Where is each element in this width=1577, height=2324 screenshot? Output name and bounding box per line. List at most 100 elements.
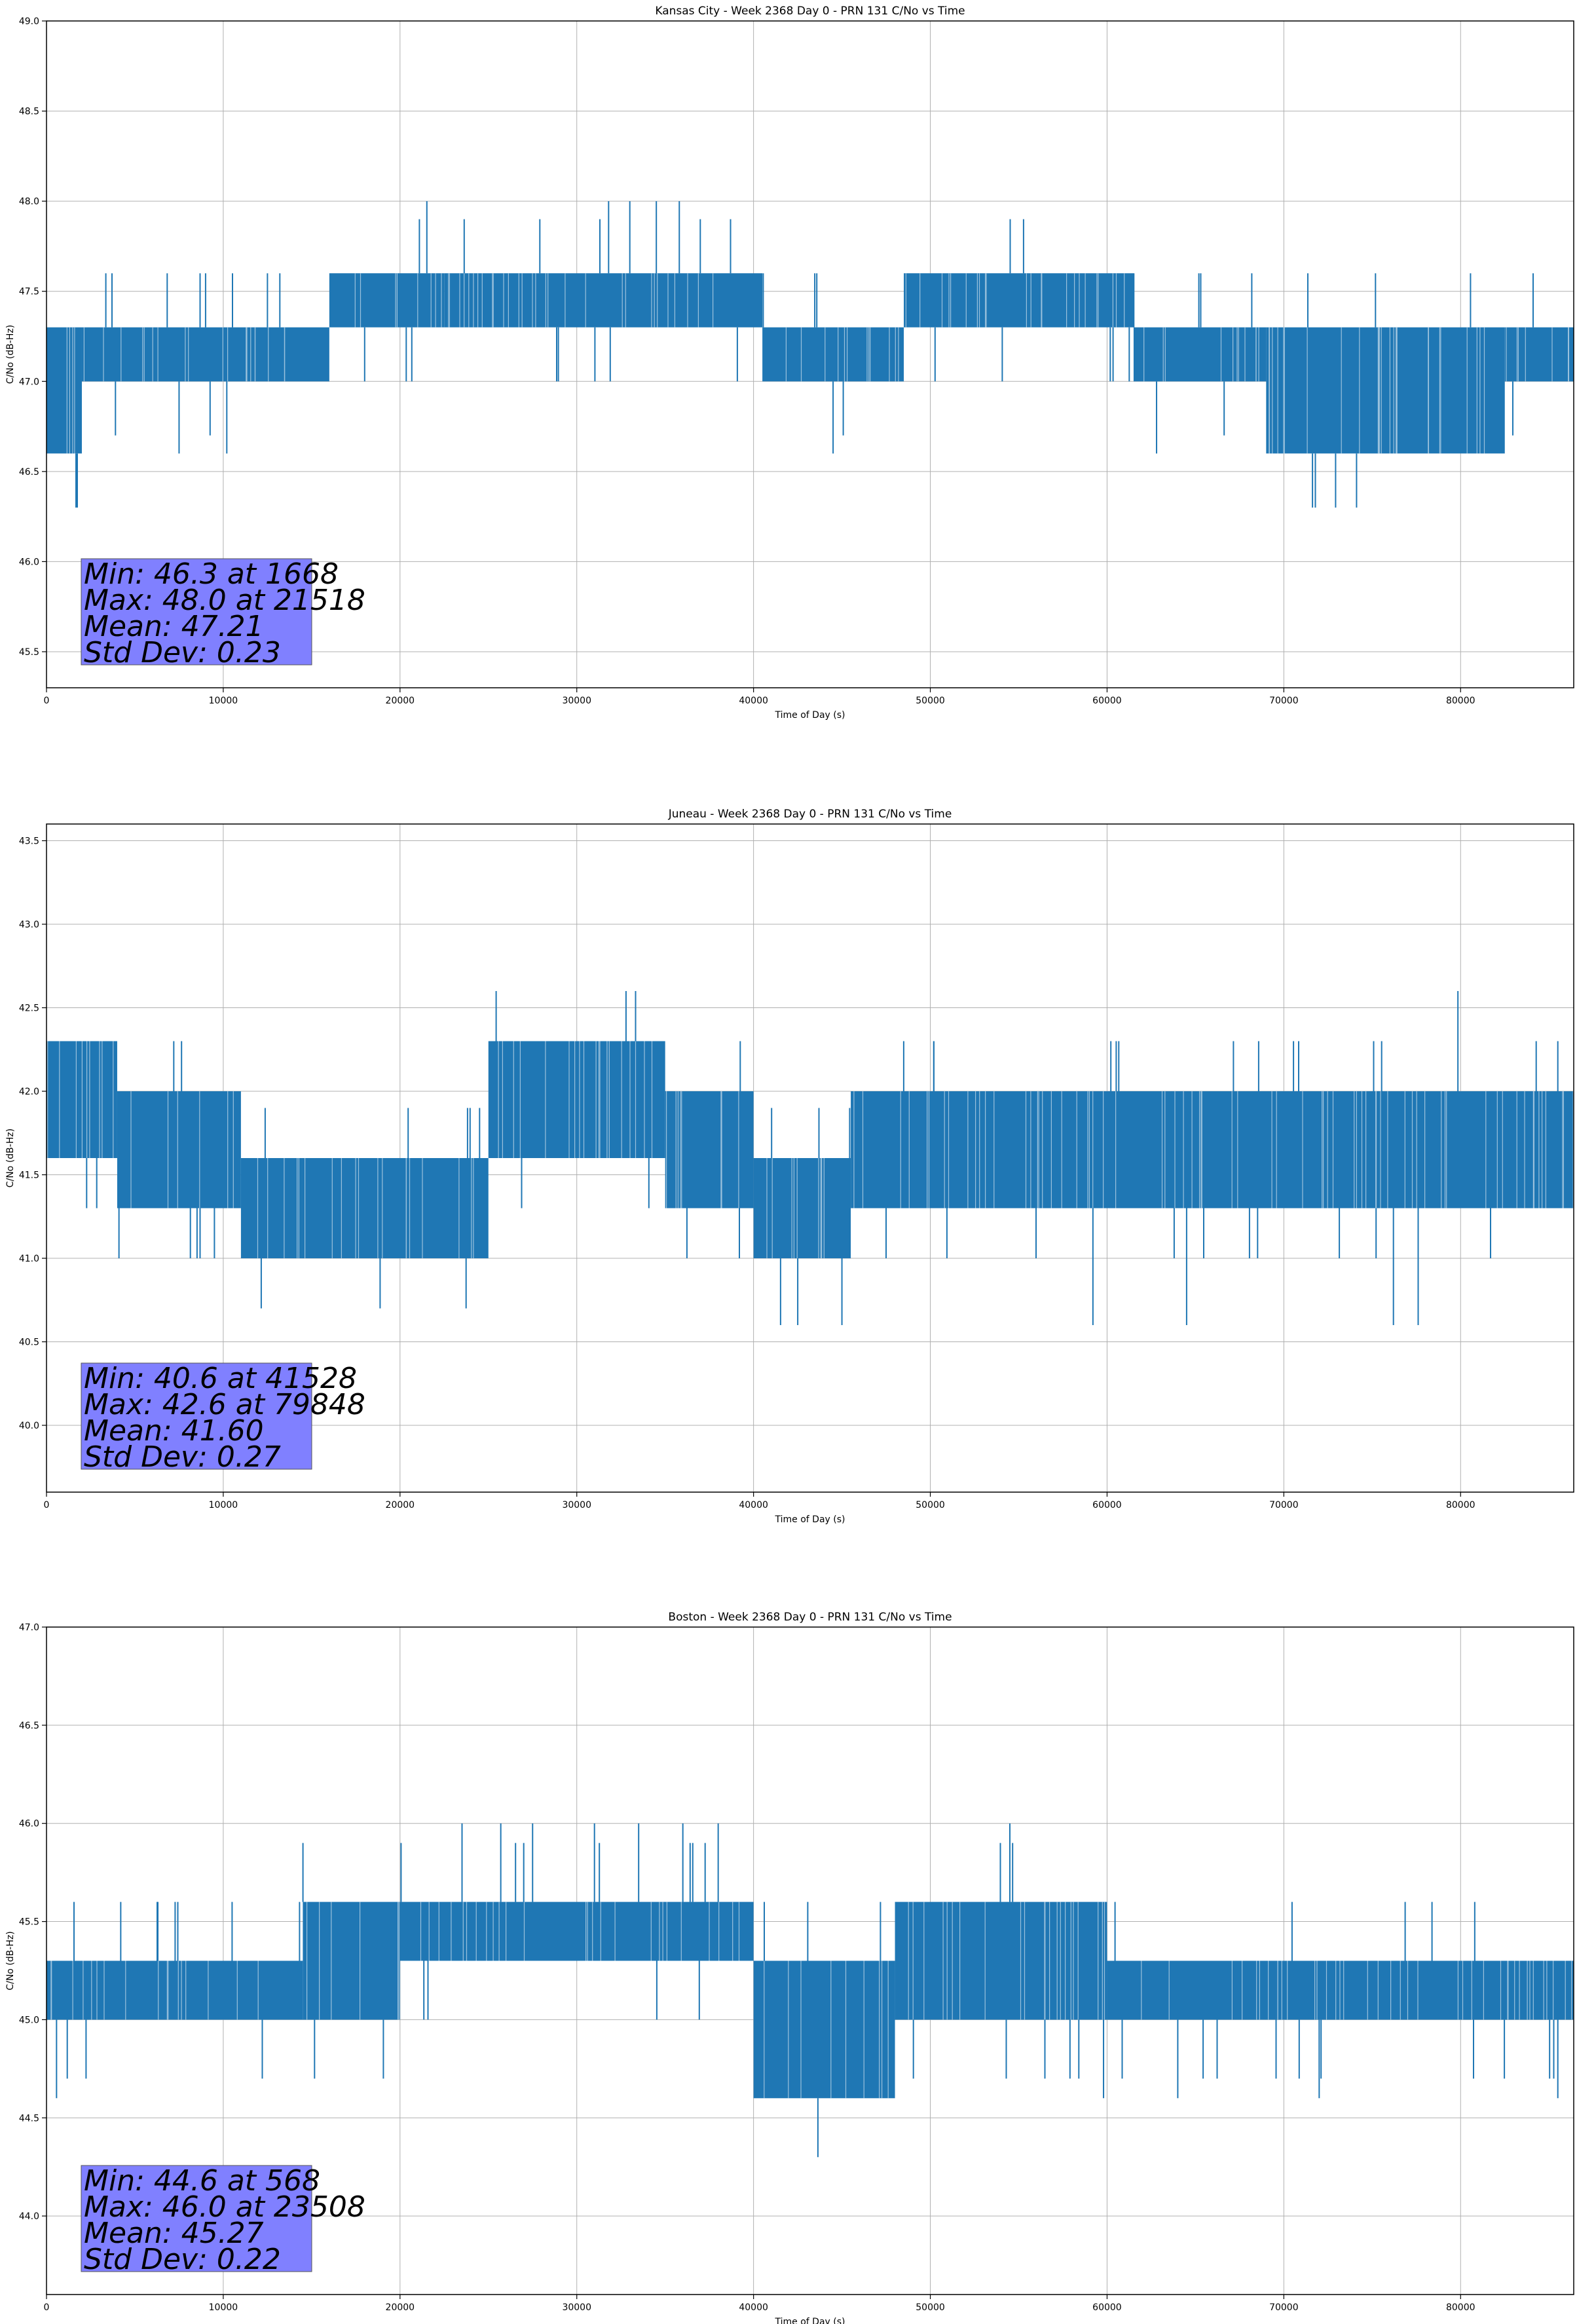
y-tick-label: 45.5 [19,1917,39,1928]
chart-0: 0 10000 20000 30000 40000 50000 60000 70000 8000… [5,5,1574,721]
x-tick-label: 60000 [1092,2302,1122,2313]
series-texture [766,1158,825,1258]
series-excursions [934,219,1130,382]
y-tick-label: 45.5 [19,647,39,658]
plot-frame [46,1626,1574,2295]
series-excursions [1307,273,1472,508]
series-excursions [912,1843,1080,2079]
x-tick-label: 10000 [209,1500,238,1510]
series-excursions [302,1843,384,2079]
series-texture [66,327,75,454]
x-tick-label: 40000 [739,696,768,706]
series-band [851,1091,1574,1209]
y-axis-label: C/No (dB-Hz) [5,1129,16,1188]
series-c-no [46,1823,1574,2158]
series-band [81,327,329,382]
x-tick-label: 0 [44,2302,50,2313]
y-tick-label: 44.0 [19,2211,39,2222]
series-excursions [260,1108,481,1309]
series-texture [306,1902,399,2020]
stats-line: Max: 48.0 at 21518 [84,584,365,617]
series-texture [764,1960,889,2099]
series-band [444,273,763,328]
stats-box-background [81,2165,312,2272]
y-tick-label: 46.0 [19,557,39,567]
x-axis-label: Time of Day (s) [775,1514,845,1525]
series-band [46,1960,303,2020]
x-tick-label: 20000 [386,1500,415,1510]
series-excursions [764,1902,881,2158]
x-tick-label: 80000 [1446,2302,1475,2313]
y-tick-label: 48.0 [19,197,39,207]
series-band [895,1902,1107,2020]
series-texture [1506,327,1569,382]
chart-1: 0 10000 20000 30000 40000 50000 60000 70000 8000… [5,808,1574,1525]
series-band [117,1091,241,1209]
stats-box-background [81,1362,312,1470]
y-tick-label: 46.0 [19,1819,39,1829]
series-excursions [762,273,844,436]
series-texture [1269,327,1485,454]
y-axis-label: C/No (dB-Hz) [5,1931,16,1990]
y-tick-label: 41.5 [19,1171,39,1181]
x-tick-label: 70000 [1269,2302,1299,2313]
series-excursions [1114,1902,1555,2079]
x-tick-label: 70000 [1269,696,1299,706]
y-tick-label: 40.5 [19,1338,39,1348]
x-tick-label: 30000 [562,1500,591,1510]
y-tick-label: 41.0 [19,1254,39,1264]
series-texture [83,327,286,382]
chart-2: 0 10000 20000 30000 40000 50000 60000 70000 8000… [5,1611,1574,2324]
series-texture [420,1902,740,1961]
series-excursions [463,219,738,382]
plot-frame [46,20,1574,688]
x-tick-label: 50000 [916,696,945,706]
series-texture [498,1041,653,1158]
series-texture [853,1091,1574,1209]
y-tick-label: 47.0 [19,1622,39,1633]
series-excursions [686,1041,741,1258]
series-c-no [46,991,1574,1325]
x-tick-label: 30000 [562,2302,591,2313]
series-texture [257,1158,474,1258]
series-band [762,327,904,382]
x-tick-label: 80000 [1446,696,1475,706]
series-texture [905,273,1125,328]
x-tick-label: 50000 [916,1500,945,1510]
stats-box-background [81,558,312,665]
x-tick-label: 10000 [209,2302,238,2313]
y-tick-label: 43.0 [19,920,39,930]
y-tick-label: 44.5 [19,2113,39,2124]
series-texture [1143,327,1259,382]
stats-line: Min: 44.6 at 568 [84,2164,320,2198]
series-excursions [363,219,420,382]
y-tick-label: 47.5 [19,287,39,297]
series-texture [785,327,899,382]
series-excursions [105,273,281,436]
x-tick-label: 20000 [386,696,415,706]
x-tick-label: 40000 [739,1500,768,1510]
series-band [240,1158,489,1258]
series-band [46,327,82,454]
x-tick-label: 10000 [209,696,238,706]
x-axis-label: Time of Day (s) [775,2317,845,2324]
x-tick-label: 70000 [1269,1500,1299,1510]
series-band [399,1902,754,1961]
y-tick-label: 46.5 [19,1721,39,1731]
x-tick-label: 60000 [1092,1500,1122,1510]
x-axis-label: Time of Day (s) [775,710,845,721]
y-tick-label: 46.5 [19,467,39,478]
x-tick-label: 30000 [562,696,591,706]
y-tick-label: 43.5 [19,836,39,847]
x-tick-label: 60000 [1092,696,1122,706]
series-c-no [46,201,1574,508]
stats-line: Max: 46.0 at 23508 [84,2190,365,2224]
y-axis-label: C/No (dB-Hz) [5,325,16,384]
series-excursions [771,1108,851,1158]
chart-title: Boston - Week 2368 Day 0 - PRN 131 C/No … [668,1611,952,1624]
x-tick-label: 0 [44,696,50,706]
